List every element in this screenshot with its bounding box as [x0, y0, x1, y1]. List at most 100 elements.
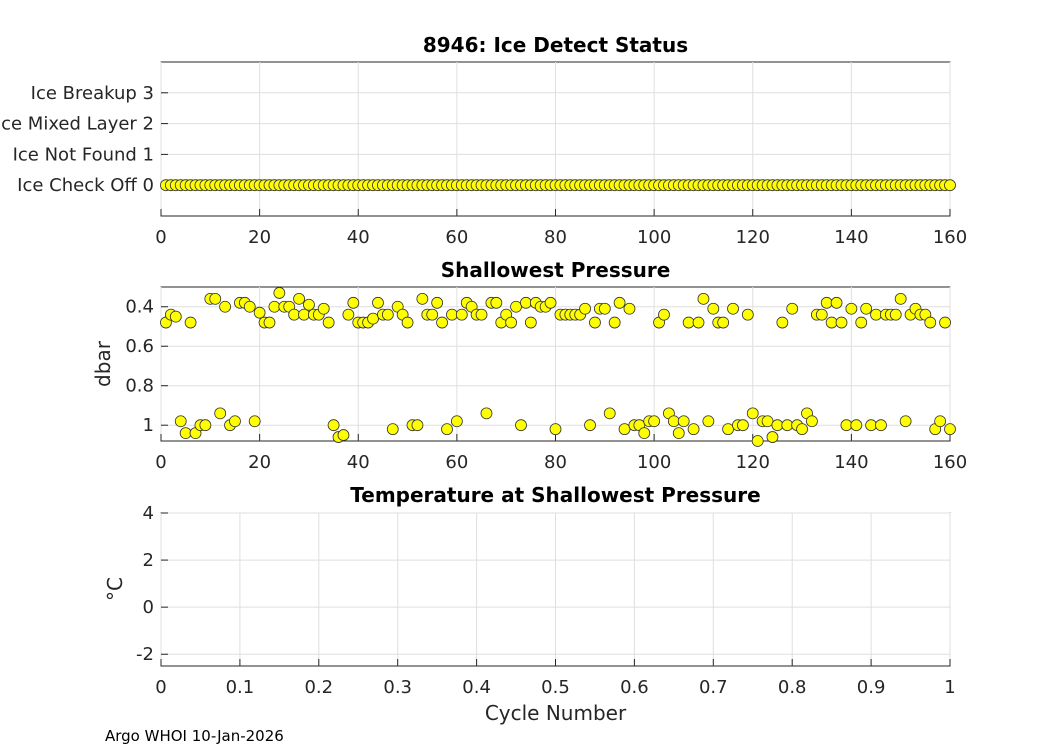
pressure-data-point: [939, 316, 951, 329]
pressure-xtick-label: 40: [347, 452, 370, 473]
pressure-data-point: [436, 316, 448, 329]
temperature-xtick-label: 0.1: [226, 677, 255, 698]
pressure-data-point: [214, 407, 227, 420]
ice-detect-xtick-label: 60: [445, 227, 468, 248]
ice-detect-xtick-label: 80: [544, 227, 567, 248]
pressure-data-point: [209, 292, 222, 305]
pressure-data-point: [579, 302, 591, 315]
temperature-xtick-label: 0.5: [541, 677, 570, 698]
temperature-xtick-label: 0.9: [857, 677, 886, 698]
pressure-data-point: [229, 415, 241, 428]
temperature-xtick-label: 0: [155, 677, 166, 698]
pressure-data-point: [717, 316, 730, 329]
ice-detect-data-point: [944, 179, 956, 192]
pressure-data-point: [830, 296, 843, 309]
pressure-xtick-label: 160: [933, 452, 967, 473]
pressure-data-point: [293, 292, 305, 305]
pressure-data-point: [386, 423, 399, 436]
pressure-data-point: [667, 415, 680, 428]
pressure-data-point: [455, 308, 468, 321]
pressure-data-point: [781, 419, 794, 432]
pressure-data-point: [317, 302, 330, 315]
pressure-data-point: [707, 302, 720, 315]
pressure-ytick-label: 1: [143, 415, 154, 436]
pressure-data-point: [944, 423, 956, 436]
pressure-data-point: [623, 302, 636, 315]
pressure-data-point: [273, 287, 286, 299]
pressure-data-point: [934, 415, 947, 428]
temperature-xtick-label: 1: [944, 677, 955, 698]
pressure-data-point: [815, 308, 828, 321]
pressure-data-point: [199, 419, 212, 432]
footer-credit: Argo WHOI 10-Jan-2026: [105, 727, 284, 745]
pressure-data-point: [480, 407, 493, 420]
pressure-data-point: [179, 427, 192, 440]
ice-detect-title: 8946: Ice Detect Status: [423, 33, 688, 57]
pressure-data-point: [184, 316, 197, 329]
pressure-data-point: [243, 300, 256, 313]
temperature-xlabel: Cycle Number: [485, 701, 627, 725]
ice-detect-ytick-label: Ice Not Found 1: [13, 144, 154, 165]
pressure-ytick-label: 0.8: [125, 376, 154, 397]
temperature-ytick-label: -2: [136, 644, 154, 665]
pressure-data-point: [441, 423, 453, 436]
pressure-data-point: [677, 415, 690, 428]
temperature-ytick-label: 4: [143, 503, 154, 524]
pressure-data-point: [381, 308, 394, 321]
pressure-data-point: [520, 296, 532, 309]
pressure-data-point: [169, 310, 182, 323]
pressure-data-point: [850, 419, 863, 432]
pressure-ytick-label: 0.6: [125, 336, 154, 357]
pressure-data-point: [411, 419, 424, 432]
pressure-data-point: [820, 296, 833, 309]
temperature-ytick-label: 0: [143, 597, 154, 618]
pressure-xtick-label: 60: [445, 452, 468, 473]
pressure-data-point: [174, 415, 187, 428]
pressure-data-point: [736, 419, 749, 432]
ice-detect-xtick-label: 100: [637, 227, 671, 248]
ice-detect-xtick-label: 40: [347, 227, 370, 248]
pressure-data-point: [687, 423, 700, 436]
pressure-data-point: [870, 308, 882, 321]
pressure-data-point: [875, 419, 887, 432]
pressure-data-point: [515, 419, 527, 432]
pressure-data-point: [727, 302, 739, 315]
pressure-data-point: [924, 316, 937, 329]
pressure-data-point: [638, 427, 651, 440]
ice-detect-ticks: 0 20 40 60 80 100 120 140 160 Ice Check Off 0 Ice …: [0, 83, 967, 248]
pressure-data-point: [268, 300, 281, 313]
pressure-data-point: [697, 292, 710, 305]
pressure-data-point: [786, 302, 799, 315]
pressure-xtick-label: 120: [736, 452, 770, 473]
ice-detect-xtick-label: 20: [248, 227, 271, 248]
temperature-xtick-label: 0.3: [383, 677, 412, 698]
pressure-xtick-label: 0: [155, 452, 166, 473]
ice-detect-ytick-label: Ice Check Off 0: [17, 175, 154, 196]
temperature-title: Temperature at Shallowest Pressure: [350, 483, 760, 507]
temperature-xtick-label: 0.4: [462, 677, 491, 698]
pressure-data-point: [584, 419, 596, 432]
ice-detect-xtick-label: 160: [933, 227, 967, 248]
pressure-data-point: [347, 296, 360, 309]
pressure-data-point: [835, 316, 848, 329]
temperature-grid: [160, 512, 951, 666]
ice-detect-ytick-label: Ice Breakup 3: [31, 83, 154, 104]
pressure-data-point: [337, 429, 350, 441]
temperature-xtick-label: 0.6: [620, 677, 649, 698]
pressure-data-point: [722, 423, 734, 436]
pressure-data-point: [746, 407, 759, 420]
pressure-ticks: 0 20 40 60 80 100 120 140 160 0.4 0.6 0.8 1: [125, 297, 967, 473]
ice-detect-xtick-label: 120: [736, 227, 770, 248]
pressure-data-point: [219, 300, 232, 313]
pressure-data-point: [524, 316, 537, 329]
pressure-data-point: [860, 302, 873, 315]
pressure-data-point: [589, 316, 601, 329]
pressure-data-point: [598, 302, 611, 315]
pressure-data-point: [796, 423, 808, 436]
pressure-data-point: [431, 296, 444, 309]
pressure-ytick-label: 0.4: [125, 297, 154, 318]
pressure-data-point: [865, 419, 877, 432]
